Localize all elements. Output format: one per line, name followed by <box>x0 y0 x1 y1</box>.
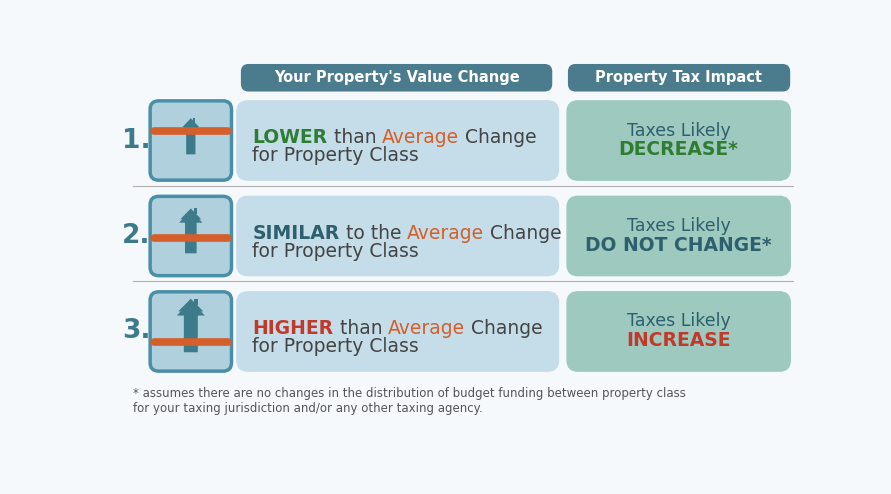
Polygon shape <box>179 210 202 253</box>
Polygon shape <box>182 120 200 155</box>
Polygon shape <box>176 300 205 352</box>
Text: Your Property's Value Change: Your Property's Value Change <box>274 70 519 85</box>
FancyBboxPatch shape <box>241 65 552 91</box>
Bar <box>194 299 198 305</box>
Text: Taxes Likely: Taxes Likely <box>626 122 731 139</box>
Text: Average: Average <box>407 224 485 243</box>
Text: 1.: 1. <box>122 127 151 154</box>
FancyBboxPatch shape <box>567 101 790 180</box>
Text: HIGHER: HIGHER <box>252 319 333 338</box>
Text: Change: Change <box>465 319 543 338</box>
Polygon shape <box>178 299 203 311</box>
Text: for Property Class: for Property Class <box>252 242 419 261</box>
FancyBboxPatch shape <box>150 101 232 180</box>
Text: Change: Change <box>485 224 562 243</box>
Polygon shape <box>180 208 201 219</box>
Text: than: than <box>333 319 388 338</box>
Text: LOWER: LOWER <box>252 128 328 147</box>
Text: SIMILAR: SIMILAR <box>252 224 339 243</box>
Text: Property Tax Impact: Property Tax Impact <box>595 70 762 85</box>
Text: Average: Average <box>382 128 459 147</box>
Text: to the: to the <box>339 224 407 243</box>
Text: DO NOT CHANGE*: DO NOT CHANGE* <box>585 236 772 255</box>
Text: * assumes there are no changes in the distribution of budget funding between pro: * assumes there are no changes in the di… <box>133 386 686 414</box>
Text: Average: Average <box>388 319 465 338</box>
Polygon shape <box>183 118 200 127</box>
FancyBboxPatch shape <box>237 196 559 276</box>
Text: DECREASE*: DECREASE* <box>618 140 739 159</box>
Text: 3.: 3. <box>122 319 151 344</box>
FancyBboxPatch shape <box>567 292 790 371</box>
Text: 2.: 2. <box>122 223 151 249</box>
FancyBboxPatch shape <box>150 196 232 276</box>
FancyBboxPatch shape <box>568 65 789 91</box>
FancyBboxPatch shape <box>237 101 559 180</box>
Text: Taxes Likely: Taxes Likely <box>626 313 731 330</box>
FancyBboxPatch shape <box>150 292 232 371</box>
Bar <box>193 118 195 123</box>
Text: for Property Class: for Property Class <box>252 146 419 165</box>
Text: than: than <box>328 128 382 147</box>
Text: for Property Class: for Property Class <box>252 337 419 356</box>
Bar <box>193 208 197 214</box>
FancyBboxPatch shape <box>567 196 790 276</box>
Text: Taxes Likely: Taxes Likely <box>626 217 731 235</box>
Text: Change: Change <box>459 128 537 147</box>
FancyBboxPatch shape <box>237 292 559 371</box>
Text: INCREASE: INCREASE <box>626 331 731 350</box>
